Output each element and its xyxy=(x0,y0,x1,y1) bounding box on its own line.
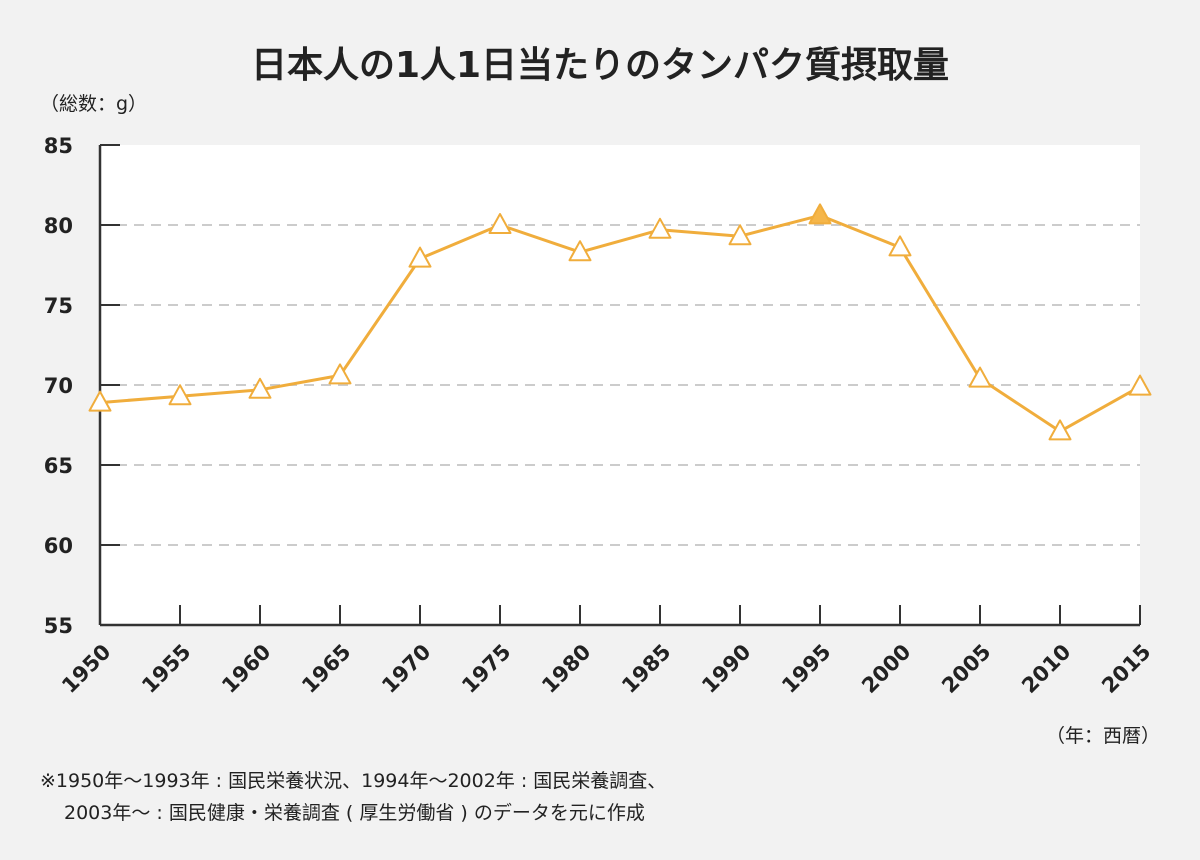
data-point-marker xyxy=(728,224,752,246)
data-point-marker xyxy=(328,363,352,385)
y-tick-label: 70 xyxy=(44,374,73,398)
y-axis-label: （総数：g） xyxy=(40,93,147,115)
data-point-marker xyxy=(88,390,112,412)
axes xyxy=(98,144,1141,627)
chart-title: 日本人の1人1日当たりのタンパク質摂取量 xyxy=(251,45,949,86)
source-note-line-1: ※1950年〜1993年 : 国民栄養状況、1994年〜2002年 : 国民栄養… xyxy=(40,770,667,792)
data-point-marker xyxy=(968,366,992,388)
x-axis-label: （年：西暦） xyxy=(1046,725,1160,747)
data-point-marker xyxy=(488,213,512,234)
x-tick-label: 2005 xyxy=(937,640,995,698)
data-point-marker xyxy=(248,377,272,399)
data-point-marker xyxy=(168,384,192,406)
x-tick-label: 1990 xyxy=(697,640,755,698)
x-tick-label: 2000 xyxy=(857,640,915,698)
data-point-marker xyxy=(1128,374,1152,396)
x-tick-label: 1950 xyxy=(57,640,115,698)
x-tick-label: 1955 xyxy=(137,640,195,698)
data-point-marker xyxy=(408,246,432,268)
x-tick-label: 2010 xyxy=(1017,640,1075,698)
y-tick-label: 80 xyxy=(44,214,73,238)
data-point-marker xyxy=(888,235,912,257)
x-tick-label: 1960 xyxy=(217,640,275,698)
y-tick-label: 85 xyxy=(44,134,73,158)
x-tick-label: 1995 xyxy=(777,640,835,698)
y-tick-label: 75 xyxy=(44,294,73,318)
source-note-line-2: 2003年〜 : 国民健康・栄養調査 ( 厚生労働省 ) のデータを元に作成 xyxy=(64,802,645,824)
series xyxy=(88,203,1152,441)
x-tick-label: 1985 xyxy=(617,640,675,698)
x-tick-label: 2015 xyxy=(1097,640,1155,698)
gridlines xyxy=(100,224,1140,546)
y-tick-label: 65 xyxy=(44,454,73,478)
data-point-marker xyxy=(1048,419,1072,441)
x-tick-label: 1970 xyxy=(377,640,435,698)
y-tick-label: 55 xyxy=(44,614,73,638)
x-tick-label: 1965 xyxy=(297,640,355,698)
data-point-marker xyxy=(568,240,592,262)
x-tick-label: 1975 xyxy=(457,640,515,698)
data-point-marker xyxy=(808,203,832,225)
y-tick-label: 60 xyxy=(44,534,73,558)
x-tick-label: 1980 xyxy=(537,640,595,698)
data-point-marker xyxy=(648,217,672,239)
series-line xyxy=(99,213,1141,433)
